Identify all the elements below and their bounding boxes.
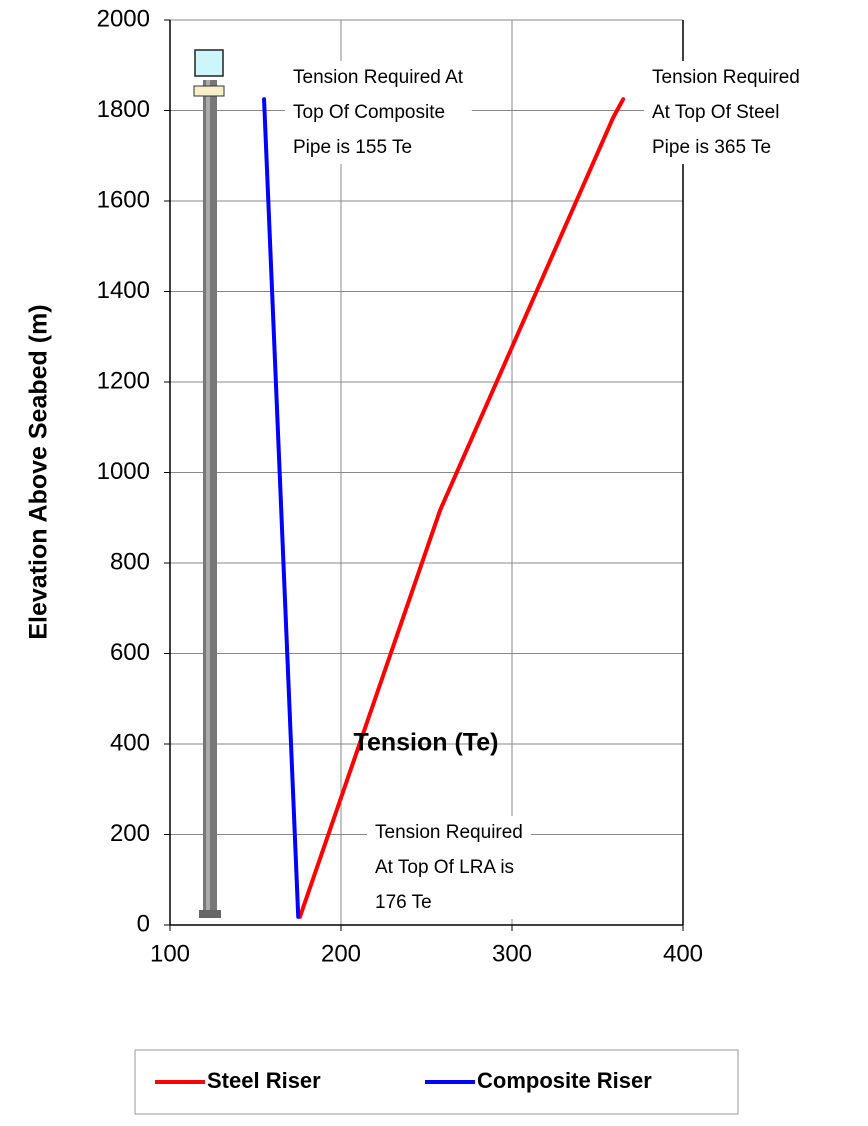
annotation-line: At Top Of Steel: [652, 102, 779, 123]
riser-pipe-highlight: [206, 80, 210, 918]
annotation-background: [285, 61, 472, 165]
series-line: [297, 97, 626, 919]
y-axis-title: Elevation Above Seabed (m): [25, 304, 53, 639]
x-tick-label: 100: [150, 940, 190, 967]
y-tick-label: 600: [110, 639, 150, 666]
riser-base: [199, 910, 221, 918]
x-tick-label: 400: [663, 940, 703, 967]
y-tick-label: 1400: [97, 277, 150, 304]
annotation-line: Pipe is 155 Te: [293, 137, 412, 158]
annotation-line: Tension Required: [375, 822, 523, 843]
annotation-line: Tension Required At: [293, 67, 464, 88]
riser-illustration: [193, 49, 225, 918]
annotation: Tension Required At Top Of Steel Pipe is 3…: [644, 61, 808, 165]
y-tick-label: 1600: [97, 186, 150, 213]
y-tick-label: 2000: [97, 5, 150, 32]
annotation-line: Pipe is 365 Te: [652, 137, 771, 158]
annotation-line: Top Of Composite: [293, 102, 445, 123]
plot: [164, 19, 684, 931]
x-tick-label: 200: [321, 940, 361, 967]
legend-label: Composite Riser: [477, 1068, 652, 1093]
annotation-background: [367, 816, 531, 920]
y-tick-label: 400: [110, 729, 150, 756]
y-tick-label: 0: [137, 910, 150, 937]
annotation-background: [644, 61, 808, 165]
y-tick-label: 1800: [97, 96, 150, 123]
y-tick-label: 1000: [97, 458, 150, 485]
riser-buoy-collar: [193, 85, 225, 97]
annotation-line: 176 Te: [375, 892, 432, 913]
riser-buoy: [194, 49, 224, 77]
annotation: Tension Required At Top Of LRA is 176 Te: [367, 816, 531, 920]
y-tick-label: 800: [110, 548, 150, 575]
y-tick-label: 200: [110, 820, 150, 847]
legend-label: Steel Riser: [207, 1068, 321, 1093]
x-axis-title: Tension (Te): [354, 729, 499, 757]
legend: Steel Riser Composite Riser: [155, 1068, 652, 1093]
annotation-line: Tension Required: [652, 67, 800, 88]
annotation: Tension Required At Top Of Composite Pipe …: [285, 61, 472, 165]
x-tick-label: 300: [492, 940, 532, 967]
series-line: [262, 97, 301, 919]
annotation-line: At Top Of LRA is: [375, 857, 514, 878]
y-tick-label: 1200: [97, 367, 150, 394]
